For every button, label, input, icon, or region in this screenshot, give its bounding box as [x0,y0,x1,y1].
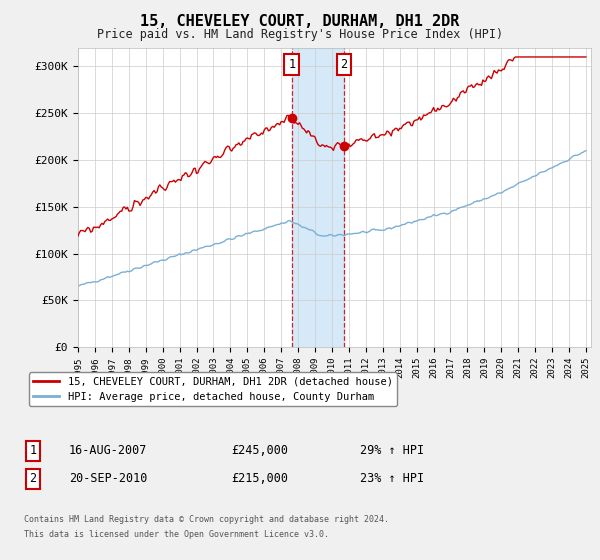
Text: Price paid vs. HM Land Registry's House Price Index (HPI): Price paid vs. HM Land Registry's House … [97,28,503,41]
Text: 15, CHEVELEY COURT, DURHAM, DH1 2DR: 15, CHEVELEY COURT, DURHAM, DH1 2DR [140,14,460,29]
Text: 23% ↑ HPI: 23% ↑ HPI [360,472,424,486]
Bar [292,48,344,347]
Legend: 15, CHEVELEY COURT, DURHAM, DH1 2DR (detached house), HPI: Average price, detach: 15, CHEVELEY COURT, DURHAM, DH1 2DR (det… [29,372,397,406]
Text: 2: 2 [29,472,37,486]
Text: 1: 1 [288,58,295,71]
Text: 29% ↑ HPI: 29% ↑ HPI [360,444,424,458]
Text: 2: 2 [341,58,348,71]
Text: Contains HM Land Registry data © Crown copyright and database right 2024.: Contains HM Land Registry data © Crown c… [24,515,389,524]
Text: £245,000: £245,000 [231,444,288,458]
Text: 1: 1 [29,444,37,458]
Text: 16-AUG-2007: 16-AUG-2007 [69,444,148,458]
Text: This data is licensed under the Open Government Licence v3.0.: This data is licensed under the Open Gov… [24,530,329,539]
Text: £215,000: £215,000 [231,472,288,486]
Text: 20-SEP-2010: 20-SEP-2010 [69,472,148,486]
